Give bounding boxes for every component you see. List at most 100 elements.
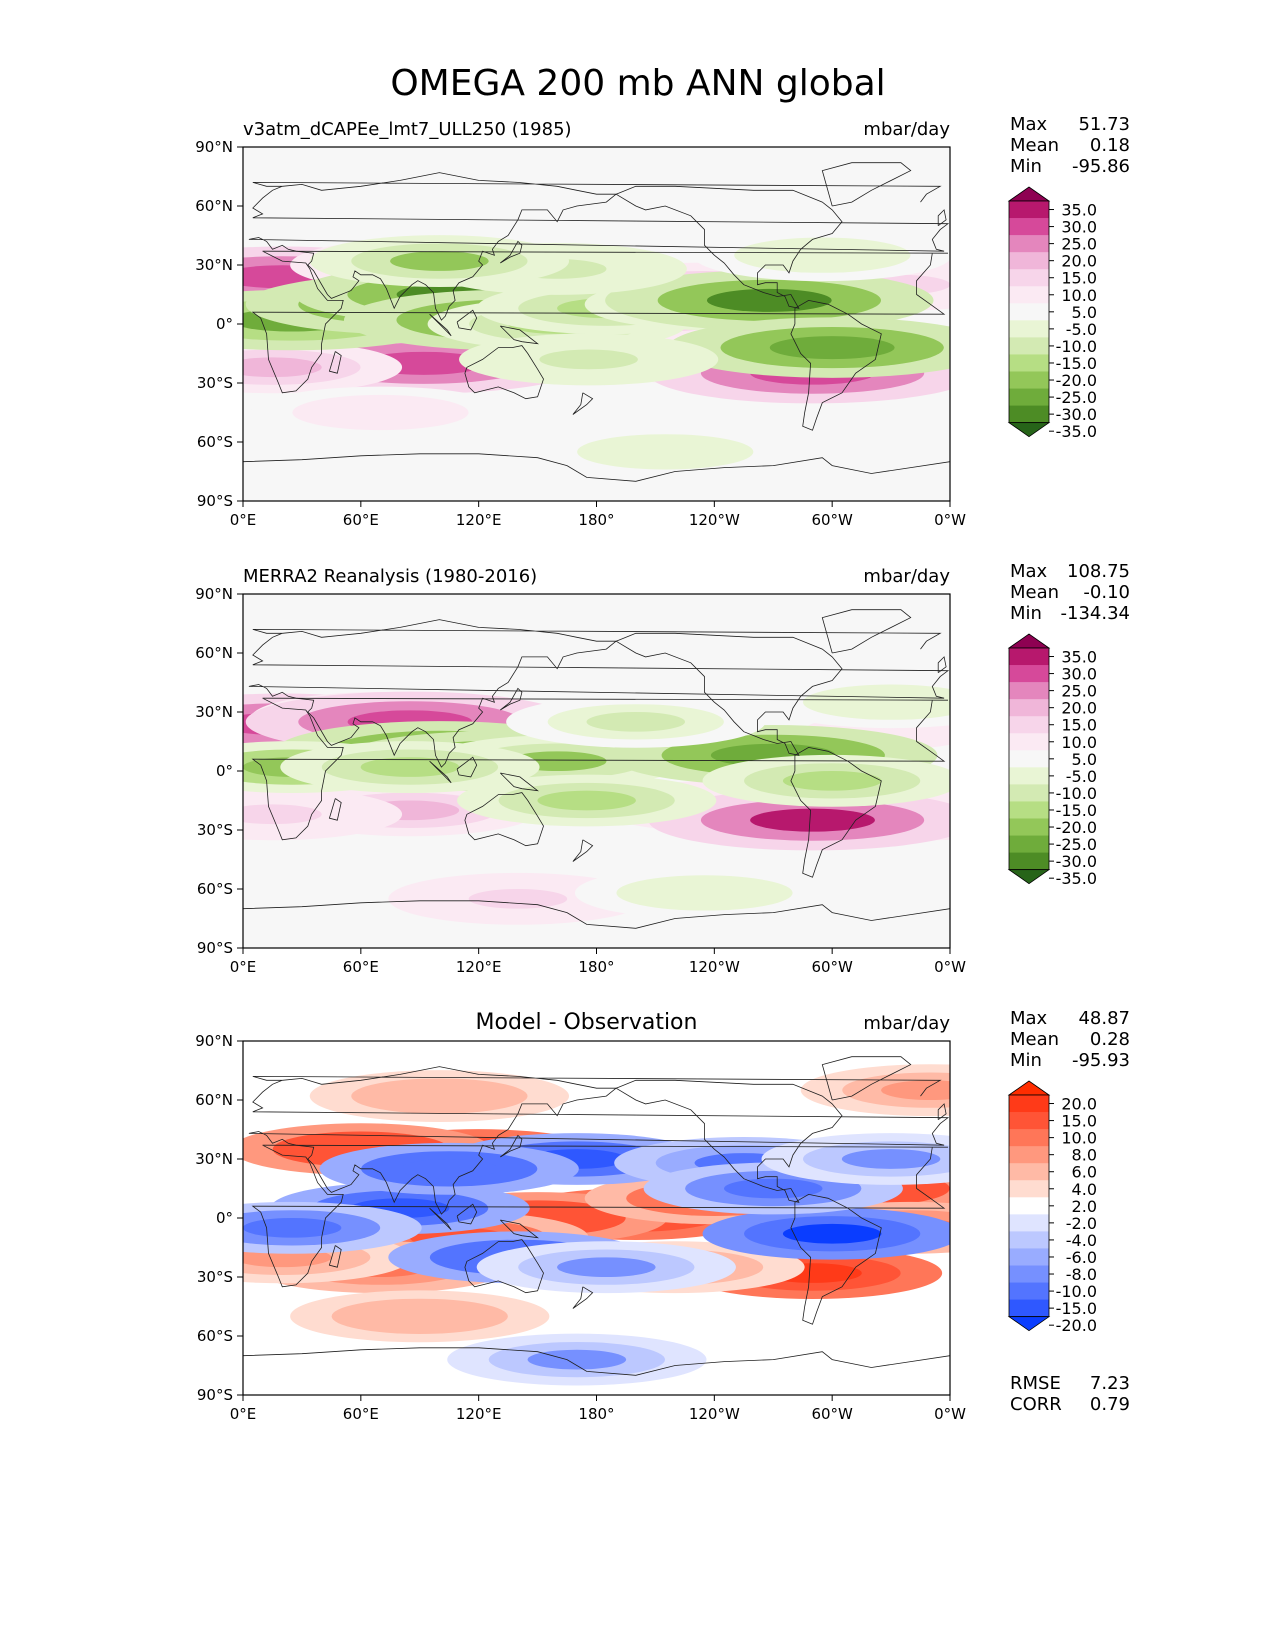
- coastline-group: [572, 1286, 594, 1309]
- colorbar-top-arrow: [1007, 1080, 1051, 1096]
- y-tick-label: 90°S: [197, 492, 233, 510]
- colorbar-swatch: [1009, 1214, 1049, 1232]
- x-tick-label: 0°W: [934, 958, 966, 976]
- colorbar-swatch: [1009, 1112, 1049, 1130]
- colorbar-tick-label: -15.0: [1056, 801, 1097, 820]
- coastline: [456, 309, 478, 331]
- coastline: [500, 772, 539, 792]
- coastline-group: [243, 1347, 950, 1376]
- coastline-group: [248, 1066, 950, 1215]
- coastline-group: [790, 299, 882, 431]
- coastline-group: [937, 656, 947, 674]
- colorbar-tick-label: -30.0: [1056, 405, 1097, 424]
- colorbar-tick-label: -20.0: [1056, 818, 1097, 837]
- colorbar-tick-label: -20.0: [1056, 371, 1097, 390]
- colorbar: 35.030.025.020.015.010.05.0-5.0-10.0-15.…: [1007, 633, 1097, 888]
- coastline-group: [243, 900, 950, 929]
- coastline: [464, 345, 544, 400]
- y-tick-label: 60°N: [195, 644, 233, 662]
- colorbar-tick-label: 15.0: [1061, 716, 1097, 735]
- coastline: [790, 299, 882, 431]
- colorbar-swatch: [1009, 699, 1049, 717]
- field-blob: [243, 804, 322, 825]
- colorbar-tick-label: 5.0: [1072, 303, 1097, 322]
- coastline: [615, 632, 843, 756]
- coastline: [456, 1203, 478, 1225]
- colorbar-tick-label: 6.0: [1072, 1163, 1097, 1182]
- y-tick-label: 60°N: [195, 1091, 233, 1109]
- coastline-group: [429, 1207, 452, 1231]
- stat-value: -0.10: [1083, 582, 1130, 603]
- colorbar-tick-label: 35.0: [1061, 201, 1097, 220]
- coastline-group: [328, 798, 342, 821]
- coastline-group: [615, 1079, 843, 1203]
- colorbar-swatch: [1009, 286, 1049, 304]
- colorbar-swatch: [1009, 1095, 1049, 1113]
- x-tick-label: 60°W: [811, 958, 853, 976]
- coastline-group: [328, 351, 342, 374]
- panel-test: 0°E 60°E 120°E 180° 120°W 60°W 0°W 90°N 60°N 30°N…: [195, 114, 1130, 529]
- y-tick-label: 30°S: [197, 374, 233, 392]
- coastline: [464, 1239, 544, 1294]
- x-tick-label: 0°E: [230, 958, 257, 976]
- x-tick-label: 60°W: [811, 511, 853, 529]
- colorbar-swatch: [1009, 218, 1049, 236]
- y-tick-label: 0°: [216, 762, 233, 780]
- stat-label: Max: [1010, 561, 1048, 582]
- y-tick-label: 60°S: [197, 880, 233, 898]
- colorbar-tick-label: -5.0: [1066, 767, 1097, 786]
- y-tick-label: 30°S: [197, 821, 233, 839]
- field-blob: [773, 245, 872, 266]
- coastline: [243, 1347, 950, 1376]
- x-tick-label: 120°E: [456, 511, 502, 529]
- stat-label: Mean: [1010, 135, 1059, 156]
- coastline: [821, 162, 912, 207]
- y-tick-label: 90°N: [195, 1032, 233, 1050]
- coastline: [790, 746, 882, 878]
- x-tick-label: 180°: [578, 1405, 614, 1423]
- coastline: [572, 839, 594, 862]
- coastline-group: [572, 392, 594, 415]
- field-blob: [586, 711, 686, 732]
- colorbar-swatch: [1009, 733, 1049, 751]
- field-blob: [360, 757, 460, 777]
- field-blob: [769, 336, 895, 360]
- y-tick-label: 90°S: [197, 1386, 233, 1404]
- colorbar-swatch: [1009, 354, 1049, 372]
- stat-value: -95.93: [1072, 1050, 1130, 1071]
- coastline: [500, 1134, 523, 1158]
- field-blob: [243, 357, 322, 378]
- y-tick-label: 60°S: [197, 1327, 233, 1345]
- colorbar-swatch: [1009, 1146, 1049, 1164]
- field-blob: [331, 402, 430, 423]
- field-blob: [557, 1257, 656, 1278]
- coastline-group: [821, 162, 912, 207]
- field-blob: [390, 1086, 489, 1106]
- stat-value: 0.18: [1090, 135, 1130, 156]
- coastline: [790, 1193, 882, 1325]
- colorbar-swatch: [1009, 1265, 1049, 1283]
- panel-center-title: Model - Observation: [476, 1010, 698, 1035]
- coastline: [429, 313, 452, 337]
- field-blob: [537, 790, 636, 811]
- panel-left-title: v3atm_dCAPEe_lmt7_ULL250 (1985): [243, 119, 572, 140]
- stat-label: Mean: [1010, 582, 1059, 603]
- colorbar-tick-label: 10.0: [1061, 1129, 1097, 1148]
- coastline-group: [615, 185, 843, 309]
- panel-difference: 0°E 60°E 120°E 180° 120°W 60°W 0°W 90°N 60°N 30°N…: [195, 1008, 1130, 1423]
- coastline: [243, 900, 950, 929]
- coastline-group: [821, 609, 912, 654]
- y-tick-label: 0°: [216, 315, 233, 333]
- x-tick-label: 0°E: [230, 1405, 257, 1423]
- colorbar-tick-label: 20.0: [1061, 1095, 1097, 1114]
- colorbar-swatch: [1009, 269, 1049, 287]
- colorbar-top-arrow: [1007, 633, 1051, 649]
- colorbar-tick-label: 15.0: [1061, 269, 1097, 288]
- x-tick-label: 60°E: [343, 1405, 379, 1423]
- colorbar-tick-label: 20.0: [1061, 699, 1097, 718]
- field-blob: [655, 883, 754, 903]
- panel-units: mbar/day: [863, 119, 950, 140]
- coastline: [251, 1144, 949, 1288]
- colorbar-swatch: [1009, 303, 1049, 321]
- coastline: [821, 609, 912, 654]
